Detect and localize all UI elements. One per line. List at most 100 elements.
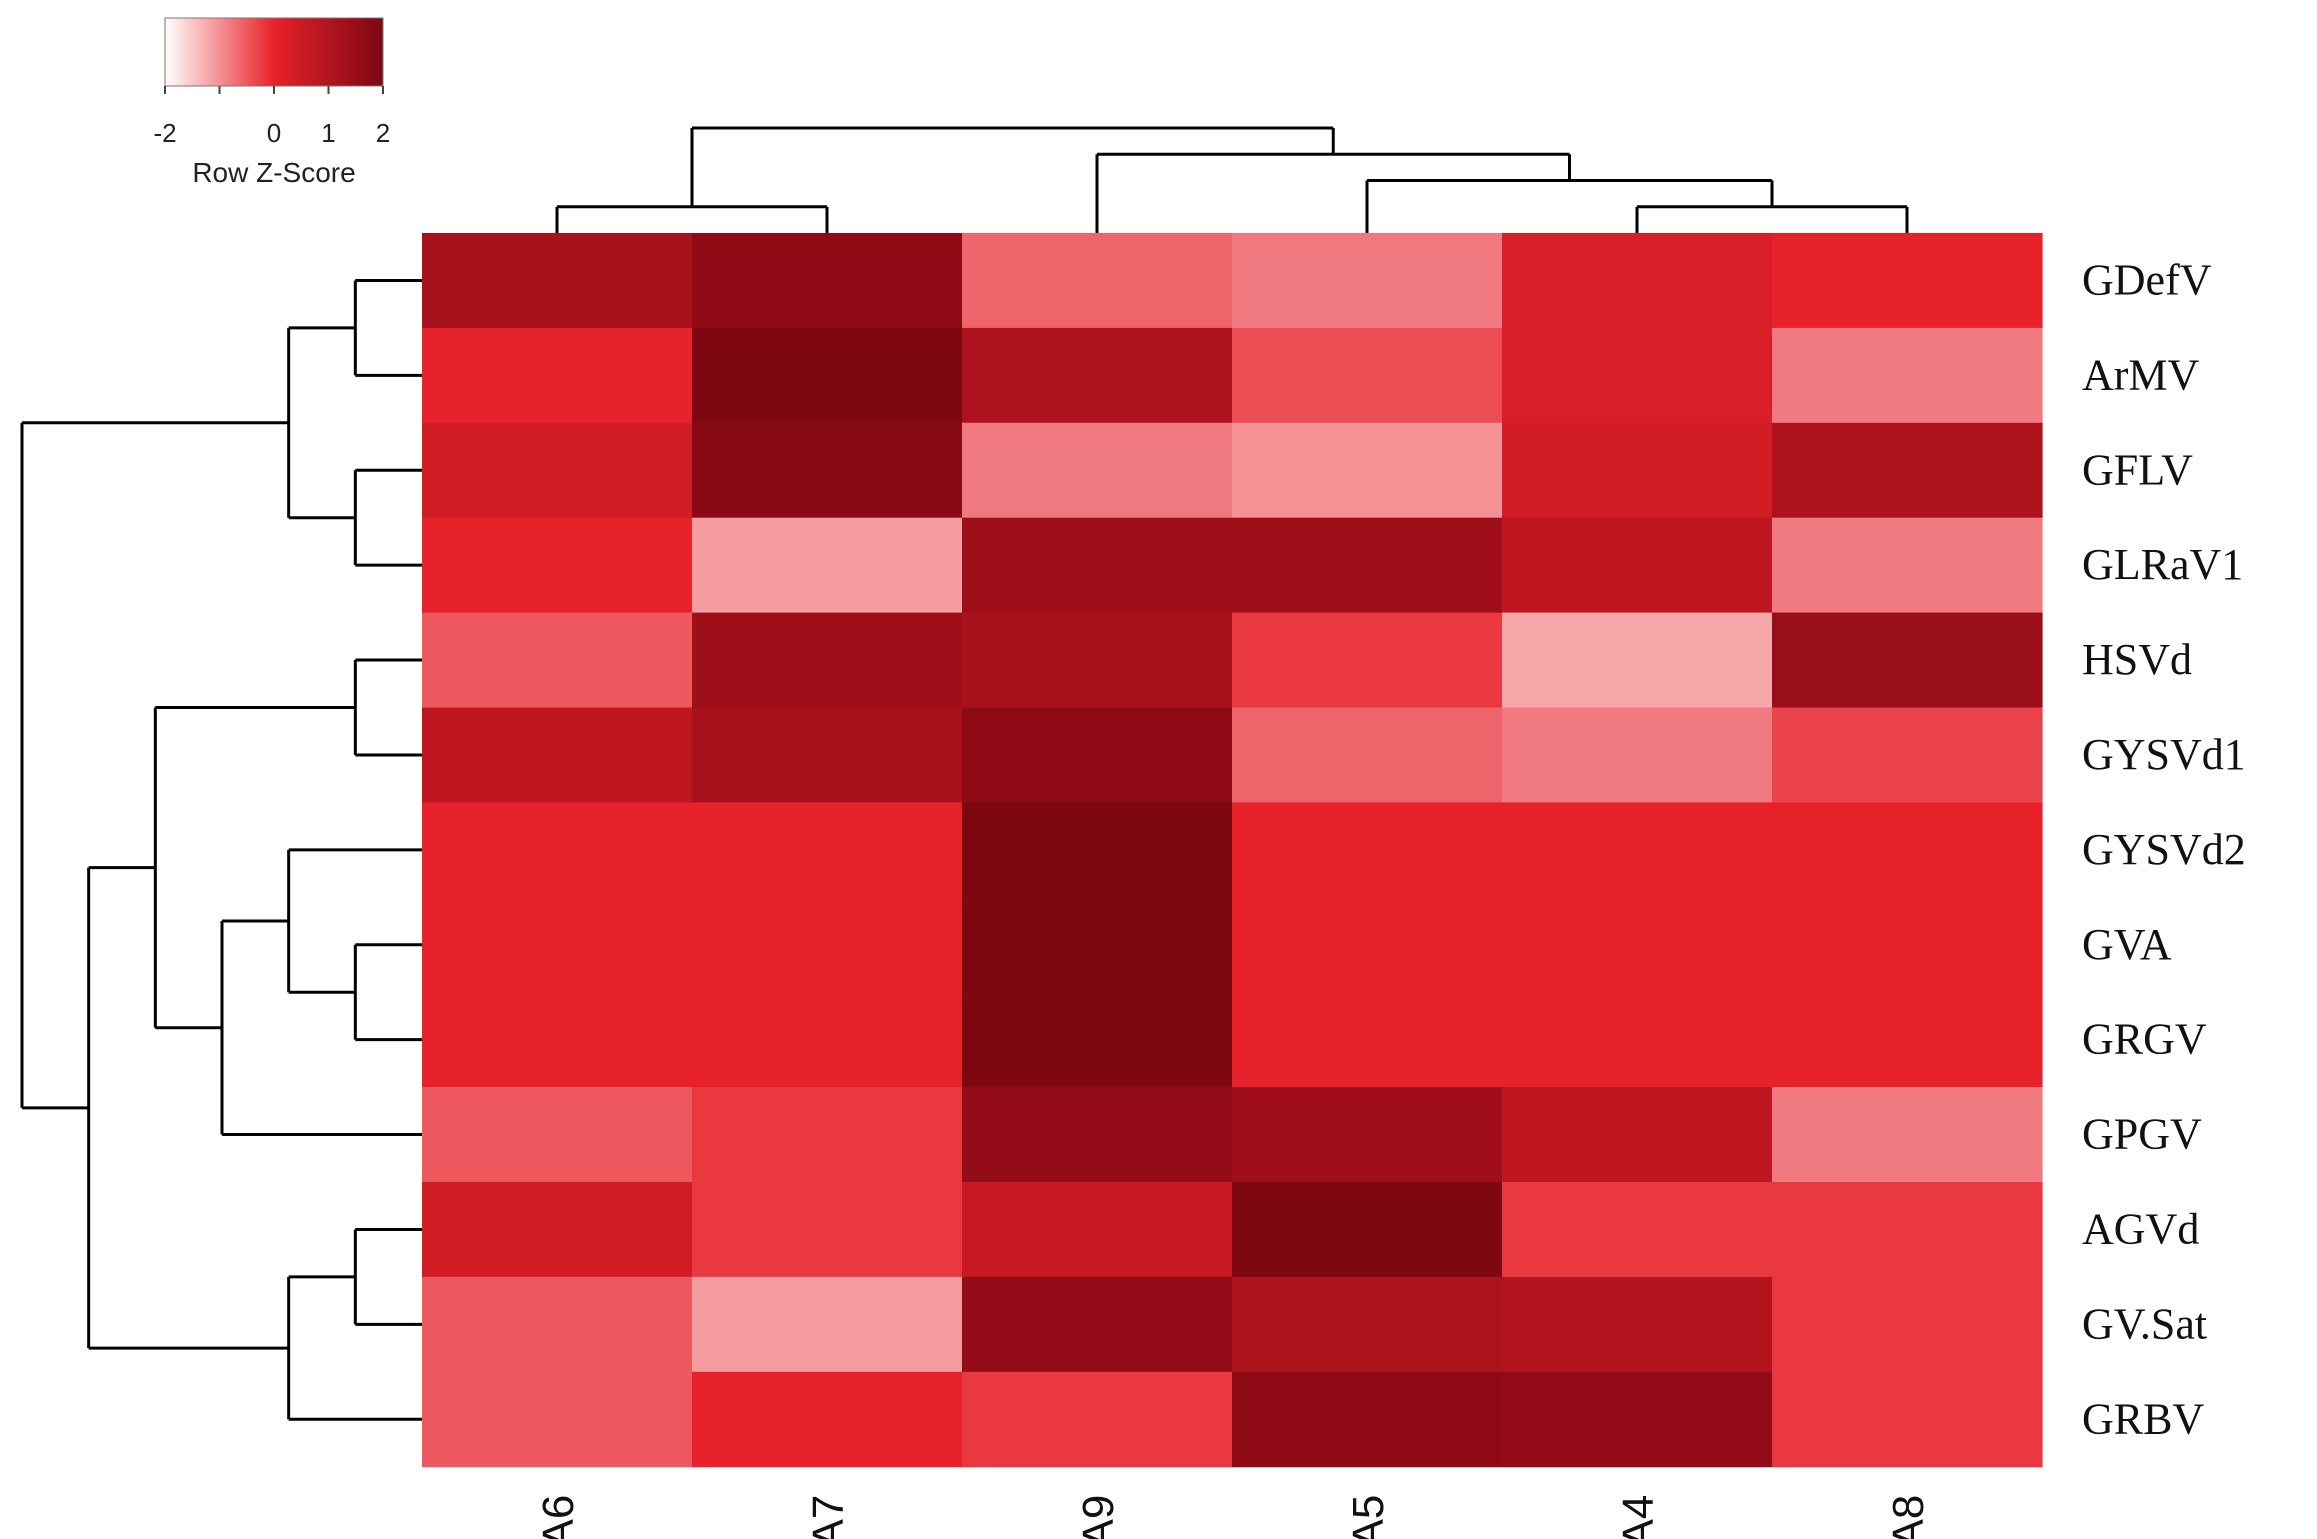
row-label: GV.Sat (2082, 1299, 2207, 1348)
heatmap-cell (1502, 1276, 1773, 1373)
heatmap-cell (1502, 802, 1773, 898)
heatmap-cell (1232, 1276, 1503, 1373)
heatmap-cell (962, 517, 1233, 614)
row-label: AGVd (2082, 1204, 2199, 1253)
heatmap-cell (1232, 1182, 1503, 1278)
heatmap-cell (692, 1371, 963, 1468)
heatmap-cell (1232, 612, 1503, 709)
color-key: -2 0 1 2 Row Z-Score (153, 17, 390, 188)
heatmap-cell (692, 517, 963, 614)
column-label: A7 (804, 1495, 853, 1539)
column-dendrogram (555, 126, 1909, 233)
heatmap-cell (962, 897, 1233, 993)
heatmap-cell (962, 1371, 1233, 1468)
heatmap-cell (1772, 612, 2043, 709)
heatmap-cell (1232, 707, 1503, 803)
heatmap-cell (1232, 802, 1503, 898)
heatmap-cell (1502, 1371, 1773, 1468)
heatmap-cell (1502, 233, 1773, 329)
heatmap-cell (1772, 233, 2043, 329)
heatmap-cell (692, 422, 963, 519)
row-label: GVA (2082, 920, 2172, 969)
heatmap-cell (422, 802, 693, 898)
heatmap-cell (692, 612, 963, 709)
heatmap-cells (422, 233, 2043, 1468)
row-dendrogram (20, 278, 422, 1421)
row-label: HSVd (2082, 635, 2192, 684)
row-label: GYSVd1 (2082, 730, 2246, 779)
heatmap-cell (1232, 1087, 1503, 1183)
heatmap-cell (962, 1087, 1233, 1183)
heatmap-cell (962, 612, 1233, 709)
heatmap-cell (1772, 422, 2043, 519)
column-labels: A6 A7 A9 A5 A4 A8 (534, 1495, 1933, 1539)
row-label: GDefV (2082, 255, 2212, 304)
row-label: GFLV (2082, 445, 2193, 494)
color-key-bar (164, 17, 384, 87)
heatmap-cell (422, 1276, 693, 1373)
color-key-title: Row Z-Score (192, 157, 355, 188)
heatmap-cell (1772, 1182, 2043, 1278)
heatmap-cell (962, 1182, 1233, 1278)
row-label: ArMV (2082, 350, 2200, 399)
color-key-tick-label: 2 (376, 118, 390, 148)
heatmap-cell (692, 233, 963, 329)
heatmap-cell (422, 233, 693, 329)
column-label: A9 (1074, 1495, 1123, 1539)
heatmap-cell (962, 233, 1233, 329)
row-label: GYSVd2 (2082, 825, 2246, 874)
color-key-tick-label: 0 (267, 118, 281, 148)
color-key-tick-label: -2 (153, 118, 176, 148)
heatmap-cell (962, 422, 1233, 519)
heatmap-cell (1772, 802, 2043, 898)
heatmap-cell (1502, 1182, 1773, 1278)
heatmap-cell (1502, 992, 1773, 1088)
heatmap-cell (1772, 517, 2043, 614)
heatmap-cell (422, 612, 693, 709)
heatmap-cell (422, 422, 693, 519)
heatmap-cell (1502, 612, 1773, 709)
row-label: GLRaV1 (2082, 540, 2243, 589)
heatmap-cell (422, 1182, 693, 1278)
row-label: GRGV (2082, 1015, 2207, 1064)
column-label: A6 (534, 1495, 583, 1539)
heatmap-cell (422, 707, 693, 803)
color-key-tick-label: 1 (321, 118, 335, 148)
heatmap-cell (692, 1182, 963, 1278)
heatmap-cell (1502, 422, 1773, 519)
heatmap-cell (1502, 707, 1773, 803)
heatmap-cell (422, 992, 693, 1088)
heatmap-cell (422, 897, 693, 993)
row-label: GPGV (2082, 1110, 2202, 1159)
column-label: A5 (1344, 1495, 1393, 1539)
heatmap-cell (1232, 233, 1503, 329)
column-label: A8 (1884, 1495, 1933, 1539)
heatmap-cell (1502, 327, 1773, 424)
heatmap-cell (1232, 1371, 1503, 1468)
heatmap-cell (1502, 517, 1773, 614)
heatmap-cell (1772, 707, 2043, 803)
heatmap-cell (422, 1371, 693, 1468)
color-key-ticks: -2 0 1 2 (153, 86, 390, 148)
heatmap-cell (1772, 992, 2043, 1088)
heatmap-cell (1232, 992, 1503, 1088)
heatmap-cell (1772, 1276, 2043, 1373)
heatmap-cell (422, 327, 693, 424)
heatmap-cell (1772, 1087, 2043, 1183)
heatmap-cell (1232, 327, 1503, 424)
heatmap-cell (1232, 517, 1503, 614)
row-labels: GDefV ArMV GFLV GLRaV1 HSVd GYSVd1 GYSVd2 GVA GR… (2082, 255, 2246, 1443)
heatmap-cell (692, 802, 963, 898)
heatmap-cell (422, 1087, 693, 1183)
heatmap-cell (962, 707, 1233, 803)
column-label: A4 (1614, 1495, 1663, 1539)
heatmap-cell (962, 1276, 1233, 1373)
heatmap-cell (422, 517, 693, 614)
heatmap-cell (1772, 897, 2043, 993)
heatmap-cell (1772, 1371, 2043, 1468)
heatmap-cell (692, 992, 963, 1088)
heatmap-cell (962, 327, 1233, 424)
heatmap-cell (962, 802, 1233, 898)
heatmap-cell (1232, 897, 1503, 993)
